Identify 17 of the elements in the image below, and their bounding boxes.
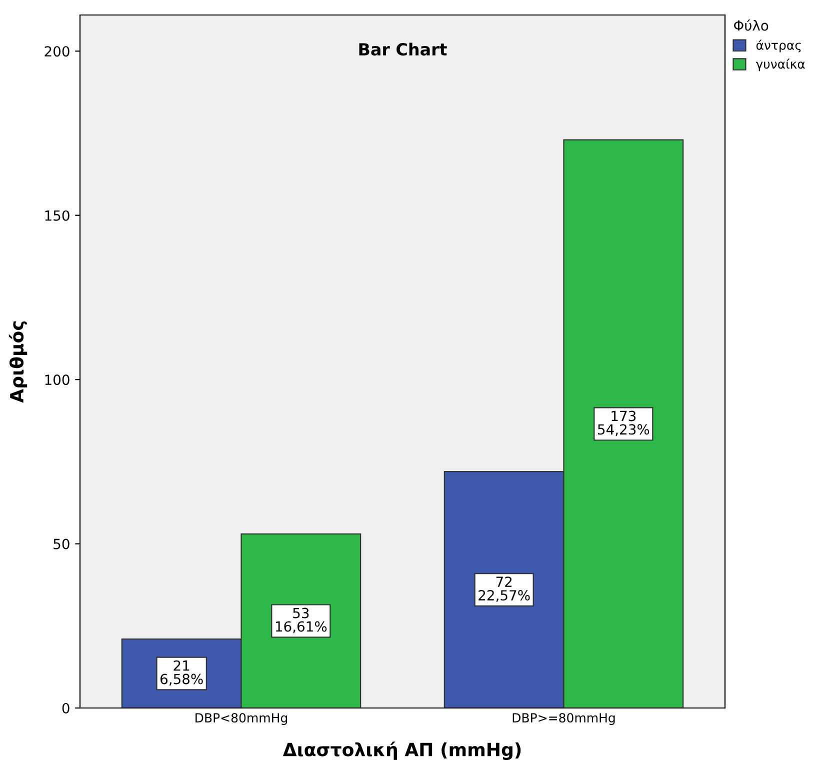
y-axis-title: Αριθμός xyxy=(8,321,28,403)
y-tick-label: 100 xyxy=(45,374,70,386)
legend-title: Φύλο xyxy=(734,19,768,31)
legend-label: γυναίκα xyxy=(756,58,805,72)
y-tick-label: 50 xyxy=(54,538,70,550)
data-label: 21 6,58% xyxy=(160,660,203,686)
data-label: 173 54,23% xyxy=(598,410,650,436)
text: Bar Chart xyxy=(359,42,447,56)
data-label: 53 16,61% xyxy=(276,608,327,634)
x-axis-title: Διαστολική ΑΠ (mmHg) xyxy=(282,742,521,760)
legend-label: άντρας xyxy=(756,40,801,52)
y-tick-label: 200 xyxy=(44,46,70,57)
x-tick-label: DBP<80mmHg xyxy=(196,713,288,725)
x-tick-label: DBP>=80mmHg xyxy=(512,713,615,725)
data-label: 72 22,57% xyxy=(478,576,530,602)
y-tick-label: 150 xyxy=(45,210,70,221)
y-tick-label: 0 xyxy=(62,702,70,714)
